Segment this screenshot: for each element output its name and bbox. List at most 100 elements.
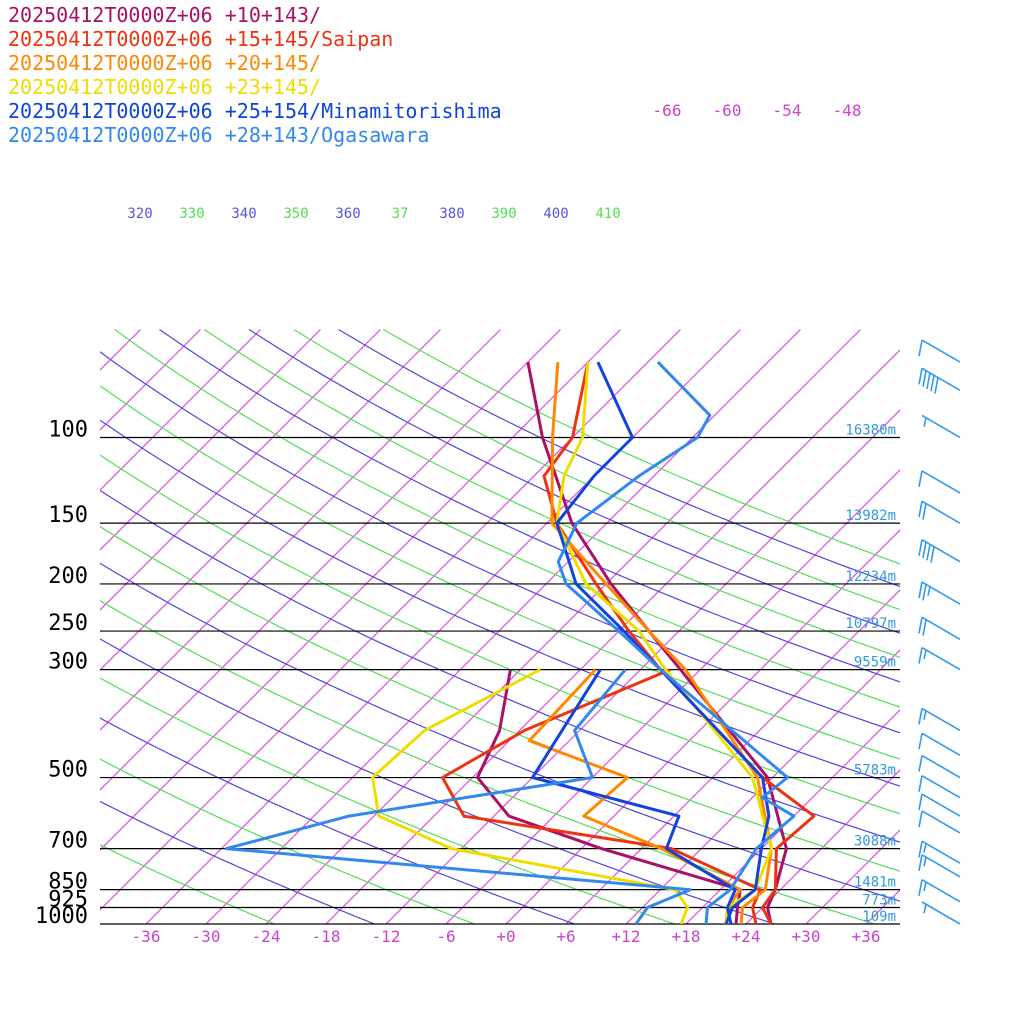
wind-barb <box>918 707 961 732</box>
isotherm-line <box>385 409 900 924</box>
wind-barb-feather <box>918 368 923 385</box>
temperature-tick-label: -12 <box>372 927 401 946</box>
theta-label: 350 <box>283 206 308 222</box>
temperature-line <box>550 361 773 924</box>
theta-label: 320 <box>127 206 152 222</box>
wind-barb <box>918 840 961 864</box>
height-label: 1481m <box>854 875 896 891</box>
wind-barb-feather <box>922 541 927 559</box>
wind-barb-feather <box>918 539 923 556</box>
wind-barb <box>918 754 961 779</box>
wind-barb-feather <box>918 470 923 488</box>
wind-barb-feather <box>918 617 923 634</box>
height-label: 13982m <box>845 508 896 524</box>
theta-label: 330 <box>179 206 204 222</box>
isotherm-line <box>100 329 501 731</box>
isotherm-line <box>100 329 681 911</box>
dewpoint-line <box>371 668 689 924</box>
wind-barb <box>921 901 961 925</box>
pressure-label: 700 <box>48 829 88 854</box>
wind-barb-feather <box>918 581 923 599</box>
legend-entry: 20250412T0000Z+06 +28+143/Ogasawara <box>8 123 429 147</box>
wind-barb-feather <box>918 793 923 811</box>
wind-barb <box>918 616 961 641</box>
dewpoint-line <box>224 668 692 924</box>
pressure-label: 850 <box>48 870 88 895</box>
theta-label: 37 <box>392 206 409 222</box>
wind-barb-feather <box>918 854 923 871</box>
height-label: 16380m <box>845 422 896 438</box>
wind-barb <box>921 414 961 439</box>
wind-barb-staff <box>921 901 961 925</box>
wind-barb-feather <box>930 375 935 392</box>
wind-barb-staff <box>921 732 961 756</box>
dry-adiabat-line <box>100 717 577 924</box>
dry-adiabat-line <box>159 329 900 683</box>
isotherm-line <box>100 329 621 851</box>
pressure-label: 100 <box>48 417 88 442</box>
wind-barb-staff <box>921 810 961 834</box>
wind-barb-half-feather <box>927 586 931 596</box>
wind-barb-feather <box>930 546 935 563</box>
dry-adiabat-line <box>100 351 900 734</box>
wind-barb-feather <box>934 377 939 394</box>
upper-temperature-label: -66 <box>653 101 682 120</box>
wind-barb <box>918 646 961 671</box>
dry-adiabat-line <box>100 844 276 924</box>
isotherm-line <box>0 330 20 924</box>
wind-barb <box>918 581 961 605</box>
wind-barb-staff <box>921 616 961 641</box>
dry-adiabat-line <box>100 800 377 924</box>
dry-adiabat-line <box>114 329 900 708</box>
isotherm-line <box>445 469 900 924</box>
pressure-label: 1000 <box>35 904 88 929</box>
wind-barb <box>918 367 961 394</box>
temperature-line <box>555 361 771 924</box>
isotherm-line <box>100 329 201 431</box>
temperature-tick-label: +30 <box>792 927 821 946</box>
height-label: 9559m <box>854 655 896 671</box>
wind-barb <box>918 810 961 834</box>
upper-temperature-label: -54 <box>773 101 802 120</box>
temperature-tick-label: -6 <box>436 927 455 946</box>
temperature-tick-label: +12 <box>612 927 641 946</box>
wind-barb-feather <box>918 841 923 858</box>
wind-barb <box>918 470 961 494</box>
legend-entry: 20250412T0000Z+06 +23+145/ <box>8 75 321 99</box>
wind-barb <box>918 500 961 524</box>
isotherm-line <box>205 329 801 924</box>
temperature-line <box>556 361 796 924</box>
wind-barb-staff <box>921 581 961 605</box>
pressure-label: 925 <box>48 888 88 913</box>
theta-label: 380 <box>439 206 464 222</box>
temperature-tick-label: -36 <box>132 927 161 946</box>
wind-barb <box>918 793 961 817</box>
axis-labels: 100 16380m 150 13982m 200 12234m 250 10797m 300 9… <box>35 101 896 946</box>
theta-label: 410 <box>595 206 620 222</box>
pressure-label: 250 <box>48 611 88 636</box>
temperature-tick-label: -18 <box>312 927 341 946</box>
dry-adiabat-line <box>100 599 877 924</box>
dry-adiabat-line <box>100 758 477 924</box>
isotherm-line <box>986 330 1024 924</box>
wind-barb-feather <box>918 775 923 792</box>
wind-barb-feather <box>926 372 931 390</box>
isotherm-line <box>805 829 900 924</box>
isotherm-line <box>100 329 441 671</box>
wind-barb-feather <box>918 733 923 750</box>
height-label: 109m <box>862 909 896 925</box>
wind-barb-feather <box>922 584 927 601</box>
height-label: 12234m <box>845 569 896 585</box>
upper-temperature-label: -48 <box>833 101 862 120</box>
wind-barb-staff <box>921 339 961 363</box>
pressure-label: 200 <box>48 564 88 589</box>
wind-barb-half-feather <box>923 710 927 720</box>
isotherm-line <box>100 329 561 791</box>
wind-barb-feather <box>922 370 927 387</box>
pressure-label: 500 <box>48 758 88 783</box>
wind-barb-staff <box>921 414 961 439</box>
legend-entry: 20250412T0000Z+06 +20+145/ <box>8 51 321 75</box>
wind-barb-staff <box>921 793 961 817</box>
wind-barb-feather <box>922 503 927 520</box>
